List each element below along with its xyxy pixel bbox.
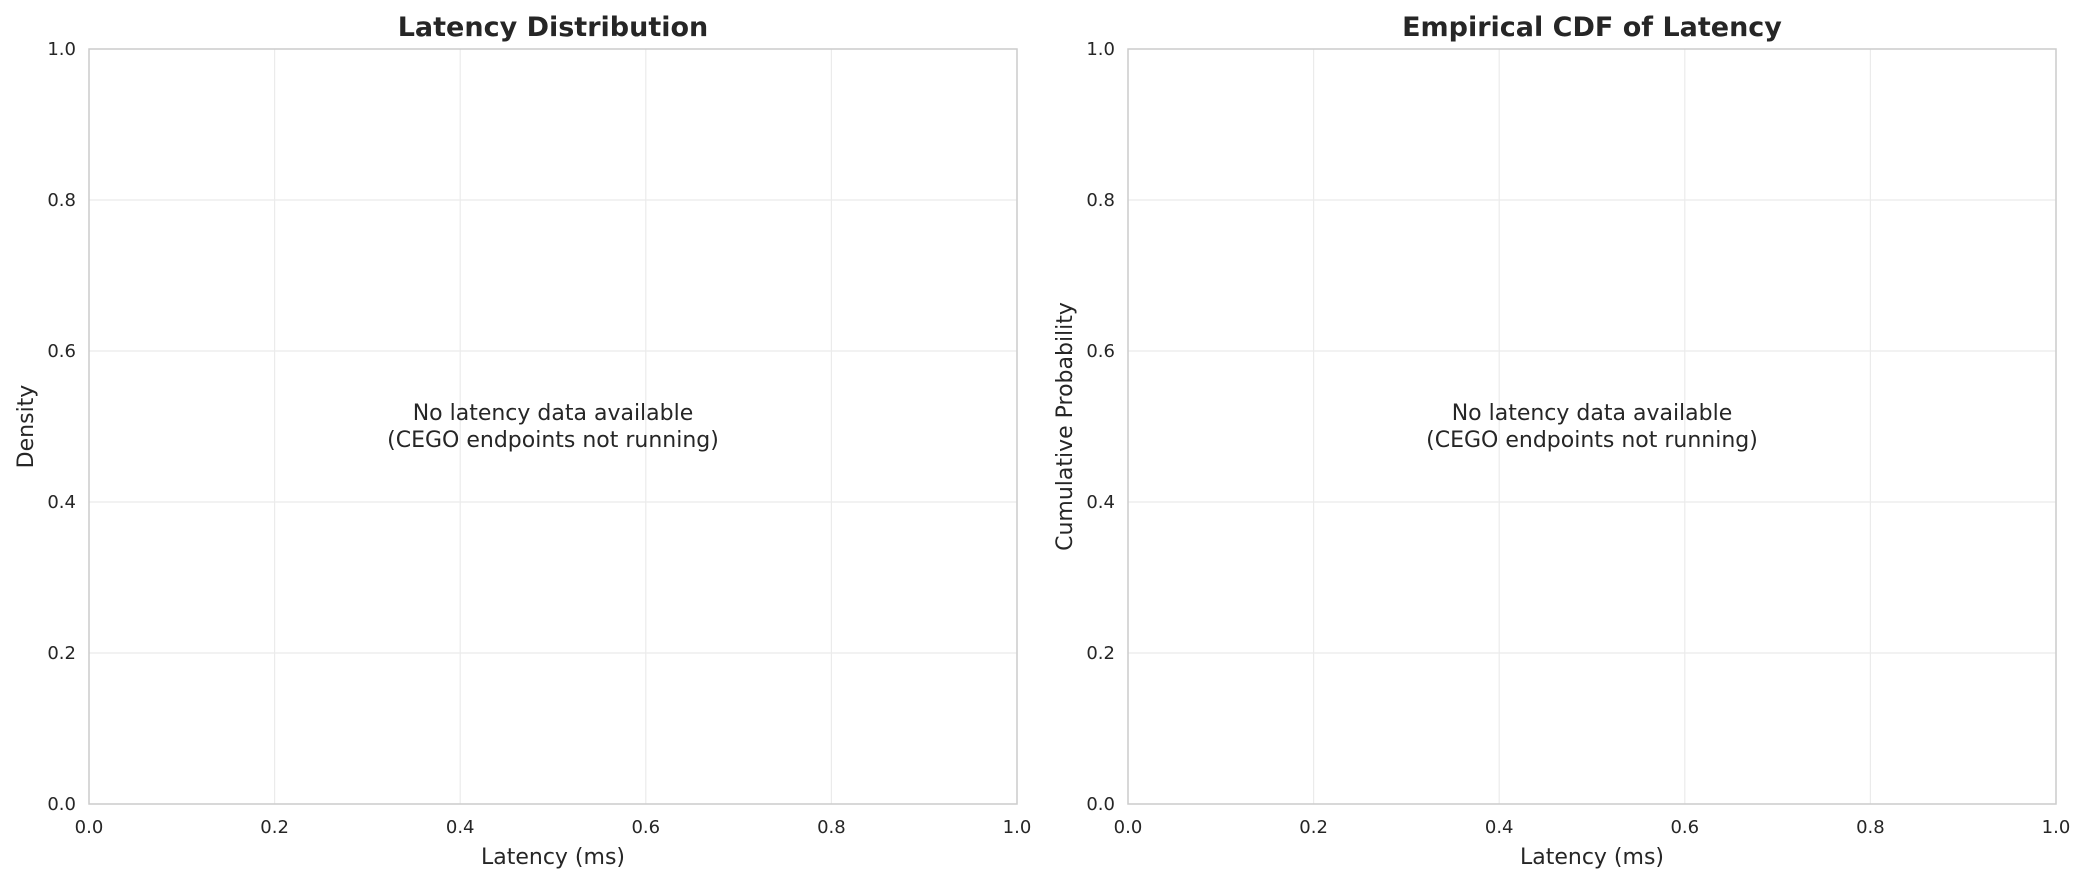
x-axis-label: Latency (ms) bbox=[1520, 845, 1664, 870]
y-tick-label: 0.6 bbox=[1086, 341, 1115, 362]
y-tick-label: 0.8 bbox=[1086, 190, 1115, 211]
chart-title: Latency Distribution bbox=[398, 12, 709, 43]
empty-data-message-line1: No latency data available bbox=[1452, 401, 1733, 426]
empty-data-message-line1: No latency data available bbox=[413, 401, 694, 426]
y-tick-label: 1.0 bbox=[1086, 39, 1115, 60]
y-axis-label: Cumulative Probability bbox=[1053, 302, 1078, 551]
x-tick-label: 0.2 bbox=[1299, 817, 1328, 838]
y-tick-label: 0.4 bbox=[47, 492, 76, 513]
x-tick-label: 0.6 bbox=[1670, 817, 1699, 838]
x-tick-label: 0.8 bbox=[1856, 817, 1885, 838]
empty-data-message-line2: (CEGO endpoints not running) bbox=[1426, 428, 1758, 453]
y-tick-label: 0.0 bbox=[47, 794, 76, 815]
empty-data-message-line2: (CEGO endpoints not running) bbox=[387, 428, 719, 453]
chart-title: Empirical CDF of Latency bbox=[1402, 12, 1782, 43]
y-tick-label: 0.8 bbox=[47, 190, 76, 211]
x-tick-label: 0.0 bbox=[75, 817, 104, 838]
x-axis-label: Latency (ms) bbox=[481, 845, 625, 870]
x-tick-label: 0.6 bbox=[631, 817, 660, 838]
x-tick-label: 1.0 bbox=[1003, 817, 1032, 838]
y-tick-label: 1.0 bbox=[47, 39, 76, 60]
x-tick-label: 1.0 bbox=[2042, 817, 2071, 838]
y-axis-label: Density bbox=[14, 385, 39, 469]
y-tick-label: 0.2 bbox=[47, 643, 76, 664]
x-tick-label: 0.4 bbox=[1485, 817, 1514, 838]
y-tick-label: 0.0 bbox=[1086, 794, 1115, 815]
y-tick-label: 0.6 bbox=[47, 341, 76, 362]
x-tick-label: 0.4 bbox=[446, 817, 475, 838]
x-tick-label: 0.0 bbox=[1114, 817, 1143, 838]
y-tick-label: 0.4 bbox=[1086, 492, 1115, 513]
x-tick-label: 0.8 bbox=[817, 817, 846, 838]
x-tick-label: 0.2 bbox=[260, 817, 289, 838]
y-tick-label: 0.2 bbox=[1086, 643, 1115, 664]
